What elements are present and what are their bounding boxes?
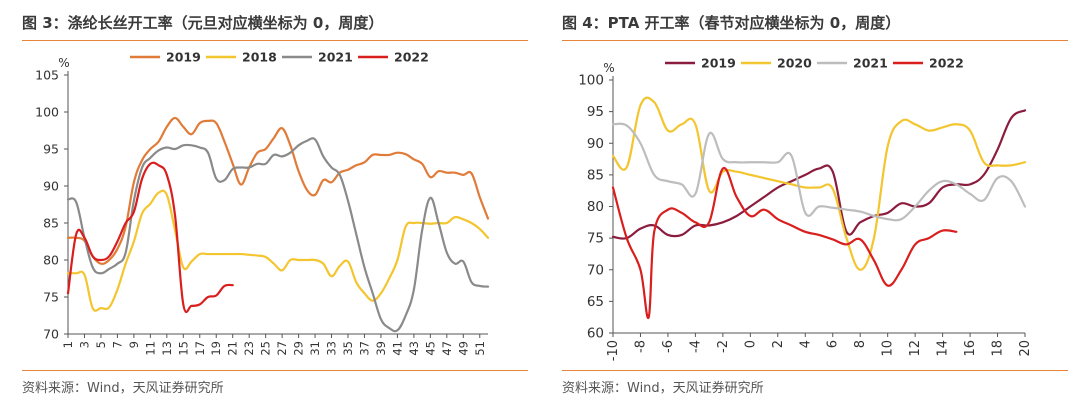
- chart-title: 图 4：PTA 开工率（春节对应横坐标为 0，周度）: [562, 14, 901, 32]
- x-tick-label: 45: [423, 341, 437, 356]
- x-tick-label: -6: [661, 340, 676, 353]
- pta-operating-rate-chart: % 60 65 70 75 80 85 90 95 100 -10 -8 -6 -4 -2 0 2 4 6 8 10 12…: [578, 56, 1033, 362]
- y-tick-label: 70: [587, 262, 604, 278]
- legend-label: 2019: [166, 50, 201, 65]
- x-tick-label: 16: [963, 340, 978, 357]
- x-tick-label: 18: [991, 340, 1006, 357]
- y-tick-label: 85: [587, 167, 604, 183]
- y-unit-label: %: [603, 61, 614, 75]
- chart-panel-pta: 图 4：PTA 开工率（春节对应横坐标为 0，周度） % 60 65 70 75 80 85…: [540, 0, 1080, 415]
- y-unit-label: %: [58, 56, 69, 70]
- y-tick-label: 100: [578, 73, 604, 89]
- x-tick-label: -2: [716, 340, 731, 353]
- x-tick-label: 27: [275, 341, 289, 356]
- y-tick-label: 90: [587, 136, 604, 152]
- x-tick-label: 9: [127, 341, 141, 348]
- y-tick-label: 65: [587, 294, 604, 310]
- title-divider: [22, 40, 528, 41]
- legend-label: 2020: [777, 56, 812, 71]
- x-tick-label: 10: [881, 340, 896, 357]
- series-line-2021: [66, 137, 490, 333]
- x-tick-label: 49: [456, 341, 470, 356]
- x-tick-label: 19: [209, 341, 223, 356]
- x-tick-label: 1: [61, 341, 75, 348]
- source-divider: [22, 370, 528, 371]
- x-tick-label: 39: [374, 341, 388, 356]
- x-tick-label: 37: [357, 341, 371, 356]
- x-tick-label: 31: [308, 341, 322, 356]
- y-tick-label: 105: [35, 68, 59, 83]
- y-tick-label: 80: [43, 253, 59, 268]
- x-tick-label: 2: [771, 340, 786, 348]
- x-tick-label: 4: [798, 340, 813, 348]
- series-line-2022: [66, 161, 234, 314]
- y-tick-label: 75: [587, 231, 604, 247]
- x-tick-label: 7: [110, 341, 124, 348]
- series-line-2019: [66, 116, 490, 265]
- x-tick-label: 29: [292, 341, 306, 356]
- x-tick-label: 23: [242, 341, 256, 356]
- y-tick-label: 75: [43, 290, 59, 305]
- x-tick-label: 43: [407, 341, 421, 356]
- series-line-2022: [611, 167, 958, 319]
- x-tick-label: 12: [908, 340, 923, 357]
- y-tick-label: 70: [43, 327, 59, 342]
- y-tick-label: 95: [43, 142, 59, 157]
- legend-label: 2022: [394, 50, 429, 65]
- x-tick-label: 5: [94, 341, 108, 348]
- x-tick-label: 11: [143, 341, 157, 356]
- x-tick-label: 21: [226, 341, 240, 356]
- x-tick-label: 47: [440, 341, 454, 356]
- chart-panel-fiber: 图 3：涤纶长丝开工率（元旦对应横坐标为 0，周度） % 70 75 80 85 90 95…: [22, 14, 528, 396]
- y-tick-label: 85: [43, 216, 59, 231]
- legend-label: 2019: [701, 56, 736, 71]
- x-tick-label: 14: [936, 340, 951, 357]
- legend-label: 2022: [929, 56, 964, 71]
- y-tick-label: 60: [587, 326, 604, 342]
- x-tick-label: 3: [77, 341, 91, 348]
- legend-label: 2021: [853, 56, 888, 71]
- x-tick-label: 41: [390, 341, 404, 356]
- y-tick-label: 100: [35, 105, 59, 120]
- series-line-2021: [611, 122, 1027, 222]
- legend-label: 2018: [242, 50, 277, 65]
- x-tick-label: 0: [743, 340, 758, 348]
- title-divider: [562, 40, 1068, 41]
- x-tick-label: 13: [160, 341, 174, 356]
- chart-title: 图 3：涤纶长丝开工率（元旦对应横坐标为 0，周度）: [22, 14, 384, 32]
- legend-label: 2021: [318, 50, 353, 65]
- source-note: 资料来源：Wind，天风证券研究所: [562, 381, 764, 396]
- x-tick-label: 6: [826, 340, 841, 348]
- y-tick-label: 95: [587, 104, 604, 120]
- x-tick-label: -10: [606, 340, 621, 361]
- source-note: 资料来源：Wind，天风证券研究所: [22, 381, 224, 396]
- x-tick-label: 33: [325, 341, 339, 356]
- x-tick-label: 25: [259, 341, 273, 356]
- x-tick-label: 35: [341, 341, 355, 356]
- series-line-2020: [611, 96, 1027, 271]
- x-tick-label: 51: [473, 341, 487, 356]
- x-tick-label: 20: [1018, 340, 1033, 357]
- x-tick-label: 17: [193, 341, 207, 356]
- x-tick-label: -8: [633, 340, 648, 353]
- series-line-2018: [66, 189, 490, 312]
- x-tick-label: -4: [688, 340, 703, 353]
- source-divider: [562, 370, 1068, 371]
- x-tick-label: 8: [853, 340, 868, 348]
- y-tick-label: 90: [43, 179, 59, 194]
- x-tick-label: 15: [176, 341, 190, 356]
- y-tick-label: 80: [587, 199, 604, 215]
